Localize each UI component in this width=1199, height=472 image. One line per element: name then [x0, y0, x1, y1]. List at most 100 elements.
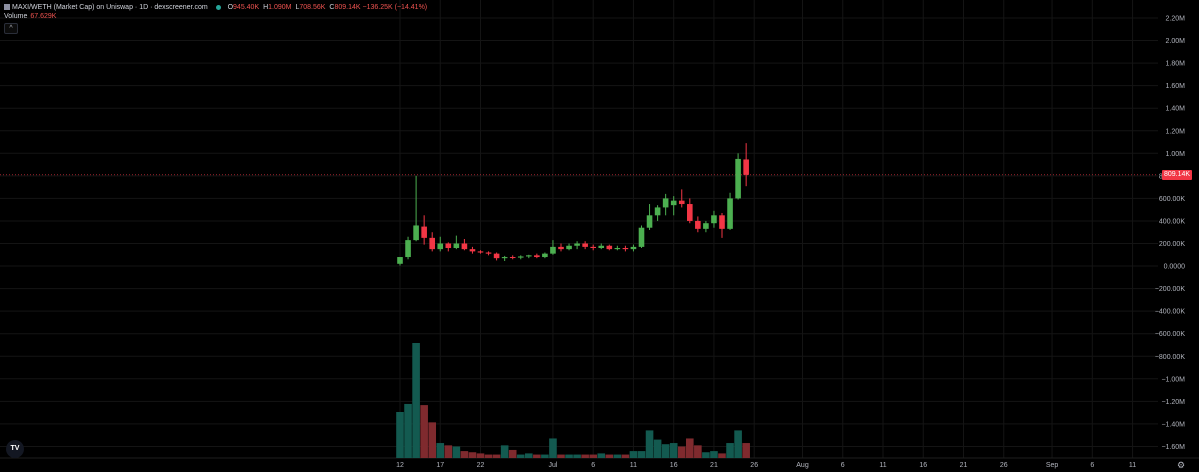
volume-bar [734, 430, 742, 458]
candle-body [526, 255, 532, 257]
y-axis: 2.20M2.00M1.80M1.60M1.40M1.20M1.00M800.0… [1155, 16, 1185, 451]
chart-legend: MAXI/WETH (Market Cap) on Uniswap · 1D ·… [4, 3, 427, 13]
volume-bar [549, 438, 557, 458]
candle-body [534, 255, 540, 258]
x-tick-label: 26 [1000, 462, 1008, 469]
open-value: 945.40K [233, 4, 260, 11]
candle-body [437, 243, 444, 250]
candle-body [558, 246, 564, 250]
candle-body [622, 248, 629, 250]
y-tick-label: −200.00K [1155, 286, 1185, 293]
volume-bar [525, 453, 533, 458]
candle-body [429, 237, 435, 250]
candle-body [630, 246, 637, 250]
x-tick-label: 16 [919, 462, 927, 469]
open-label: O [227, 4, 234, 11]
candle-body [550, 246, 556, 254]
y-tick-label: −600.00K [1155, 331, 1185, 338]
candle-body [646, 215, 653, 228]
candlesticks [397, 143, 749, 266]
candle-body [590, 246, 596, 249]
x-tick-label: 11 [630, 462, 637, 469]
candle-body [397, 257, 403, 264]
volume-bar [694, 445, 702, 458]
volume-bar [597, 453, 606, 458]
volume-bar [565, 454, 573, 458]
volume-bar [726, 443, 734, 458]
y-tick-label: 2.00M [1166, 38, 1186, 45]
candle-body [598, 245, 605, 249]
close-label: C [329, 4, 335, 11]
candle-body [711, 215, 717, 224]
current-price-label: 809.14K [1162, 169, 1192, 180]
volume-bar [404, 403, 412, 458]
volume-bar [557, 454, 565, 458]
volume-bar [508, 449, 517, 458]
volume-bar [460, 451, 469, 458]
collapse-legend-button[interactable]: ^ [4, 23, 18, 34]
volume-bar [436, 443, 445, 458]
candle-body [735, 158, 741, 199]
y-tick-label: 1.00M [1166, 151, 1186, 158]
volume-bar [500, 445, 509, 458]
candle-body [445, 243, 452, 249]
x-tick-label: Aug [796, 462, 809, 469]
gear-icon[interactable]: ⚙ [1176, 460, 1186, 470]
y-tick-label: 200.00K [1159, 241, 1185, 248]
volume-bar [573, 454, 581, 458]
volume-label: Volume [4, 13, 28, 20]
x-tick-label: 6 [841, 462, 845, 469]
x-tick-label: 11 [879, 462, 886, 469]
x-tick-label: 21 [710, 462, 718, 469]
y-tick-label: −800.00K [1155, 354, 1185, 361]
candle-body [421, 226, 427, 238]
x-tick-label: 6 [1090, 462, 1094, 469]
volume-bar [589, 454, 597, 458]
candle-body [687, 204, 693, 221]
volume-bar [581, 454, 589, 458]
candle-body [678, 200, 685, 205]
y-tick-label: −1.00M [1161, 376, 1185, 383]
x-tick-label: 11 [1129, 462, 1136, 469]
candle-body [517, 256, 524, 258]
x-tick-label: 16 [670, 462, 678, 469]
volume-bar [444, 445, 453, 458]
volume-bar [428, 422, 436, 458]
x-tick-label: Jul [548, 462, 557, 469]
candle-body [727, 198, 733, 229]
change-value: −136.25K (−14.41%) [362, 4, 428, 11]
y-tick-label: −1.40M [1161, 421, 1185, 428]
candle-body [654, 207, 661, 216]
candle-body [662, 198, 669, 208]
candle-body [574, 243, 580, 246]
candle-body [405, 240, 411, 258]
candle-body [695, 220, 701, 229]
y-tick-label: 1.40M [1166, 106, 1186, 113]
high-label: H [263, 4, 269, 11]
candle-body [743, 159, 749, 175]
volume-bar [629, 451, 638, 458]
volume-bar [661, 444, 670, 458]
volume-bar [420, 405, 428, 458]
volume-bar [476, 453, 485, 458]
candle-body [703, 223, 709, 229]
volume-bar [669, 443, 678, 458]
grid [0, 0, 1199, 459]
volume-bar [621, 454, 630, 458]
volume-bar [412, 343, 420, 458]
y-tick-label: −1.60M [1161, 444, 1185, 451]
dexscreener-logo-icon [4, 4, 10, 11]
y-tick-label: 1.60M [1166, 83, 1186, 90]
low-value: 708.56K [299, 4, 326, 11]
y-tick-label: 600.00K [1159, 196, 1185, 203]
volume-bar [637, 451, 646, 458]
candle-body [485, 252, 492, 254]
x-tick-label: 17 [436, 462, 444, 469]
tradingview-logo-icon[interactable]: TV [6, 440, 24, 458]
volume-bar [613, 454, 622, 458]
candle-body [566, 245, 572, 250]
x-tick-label: 12 [396, 462, 404, 469]
volume-bars [396, 343, 750, 458]
x-tick-label: Sep [1046, 462, 1059, 469]
